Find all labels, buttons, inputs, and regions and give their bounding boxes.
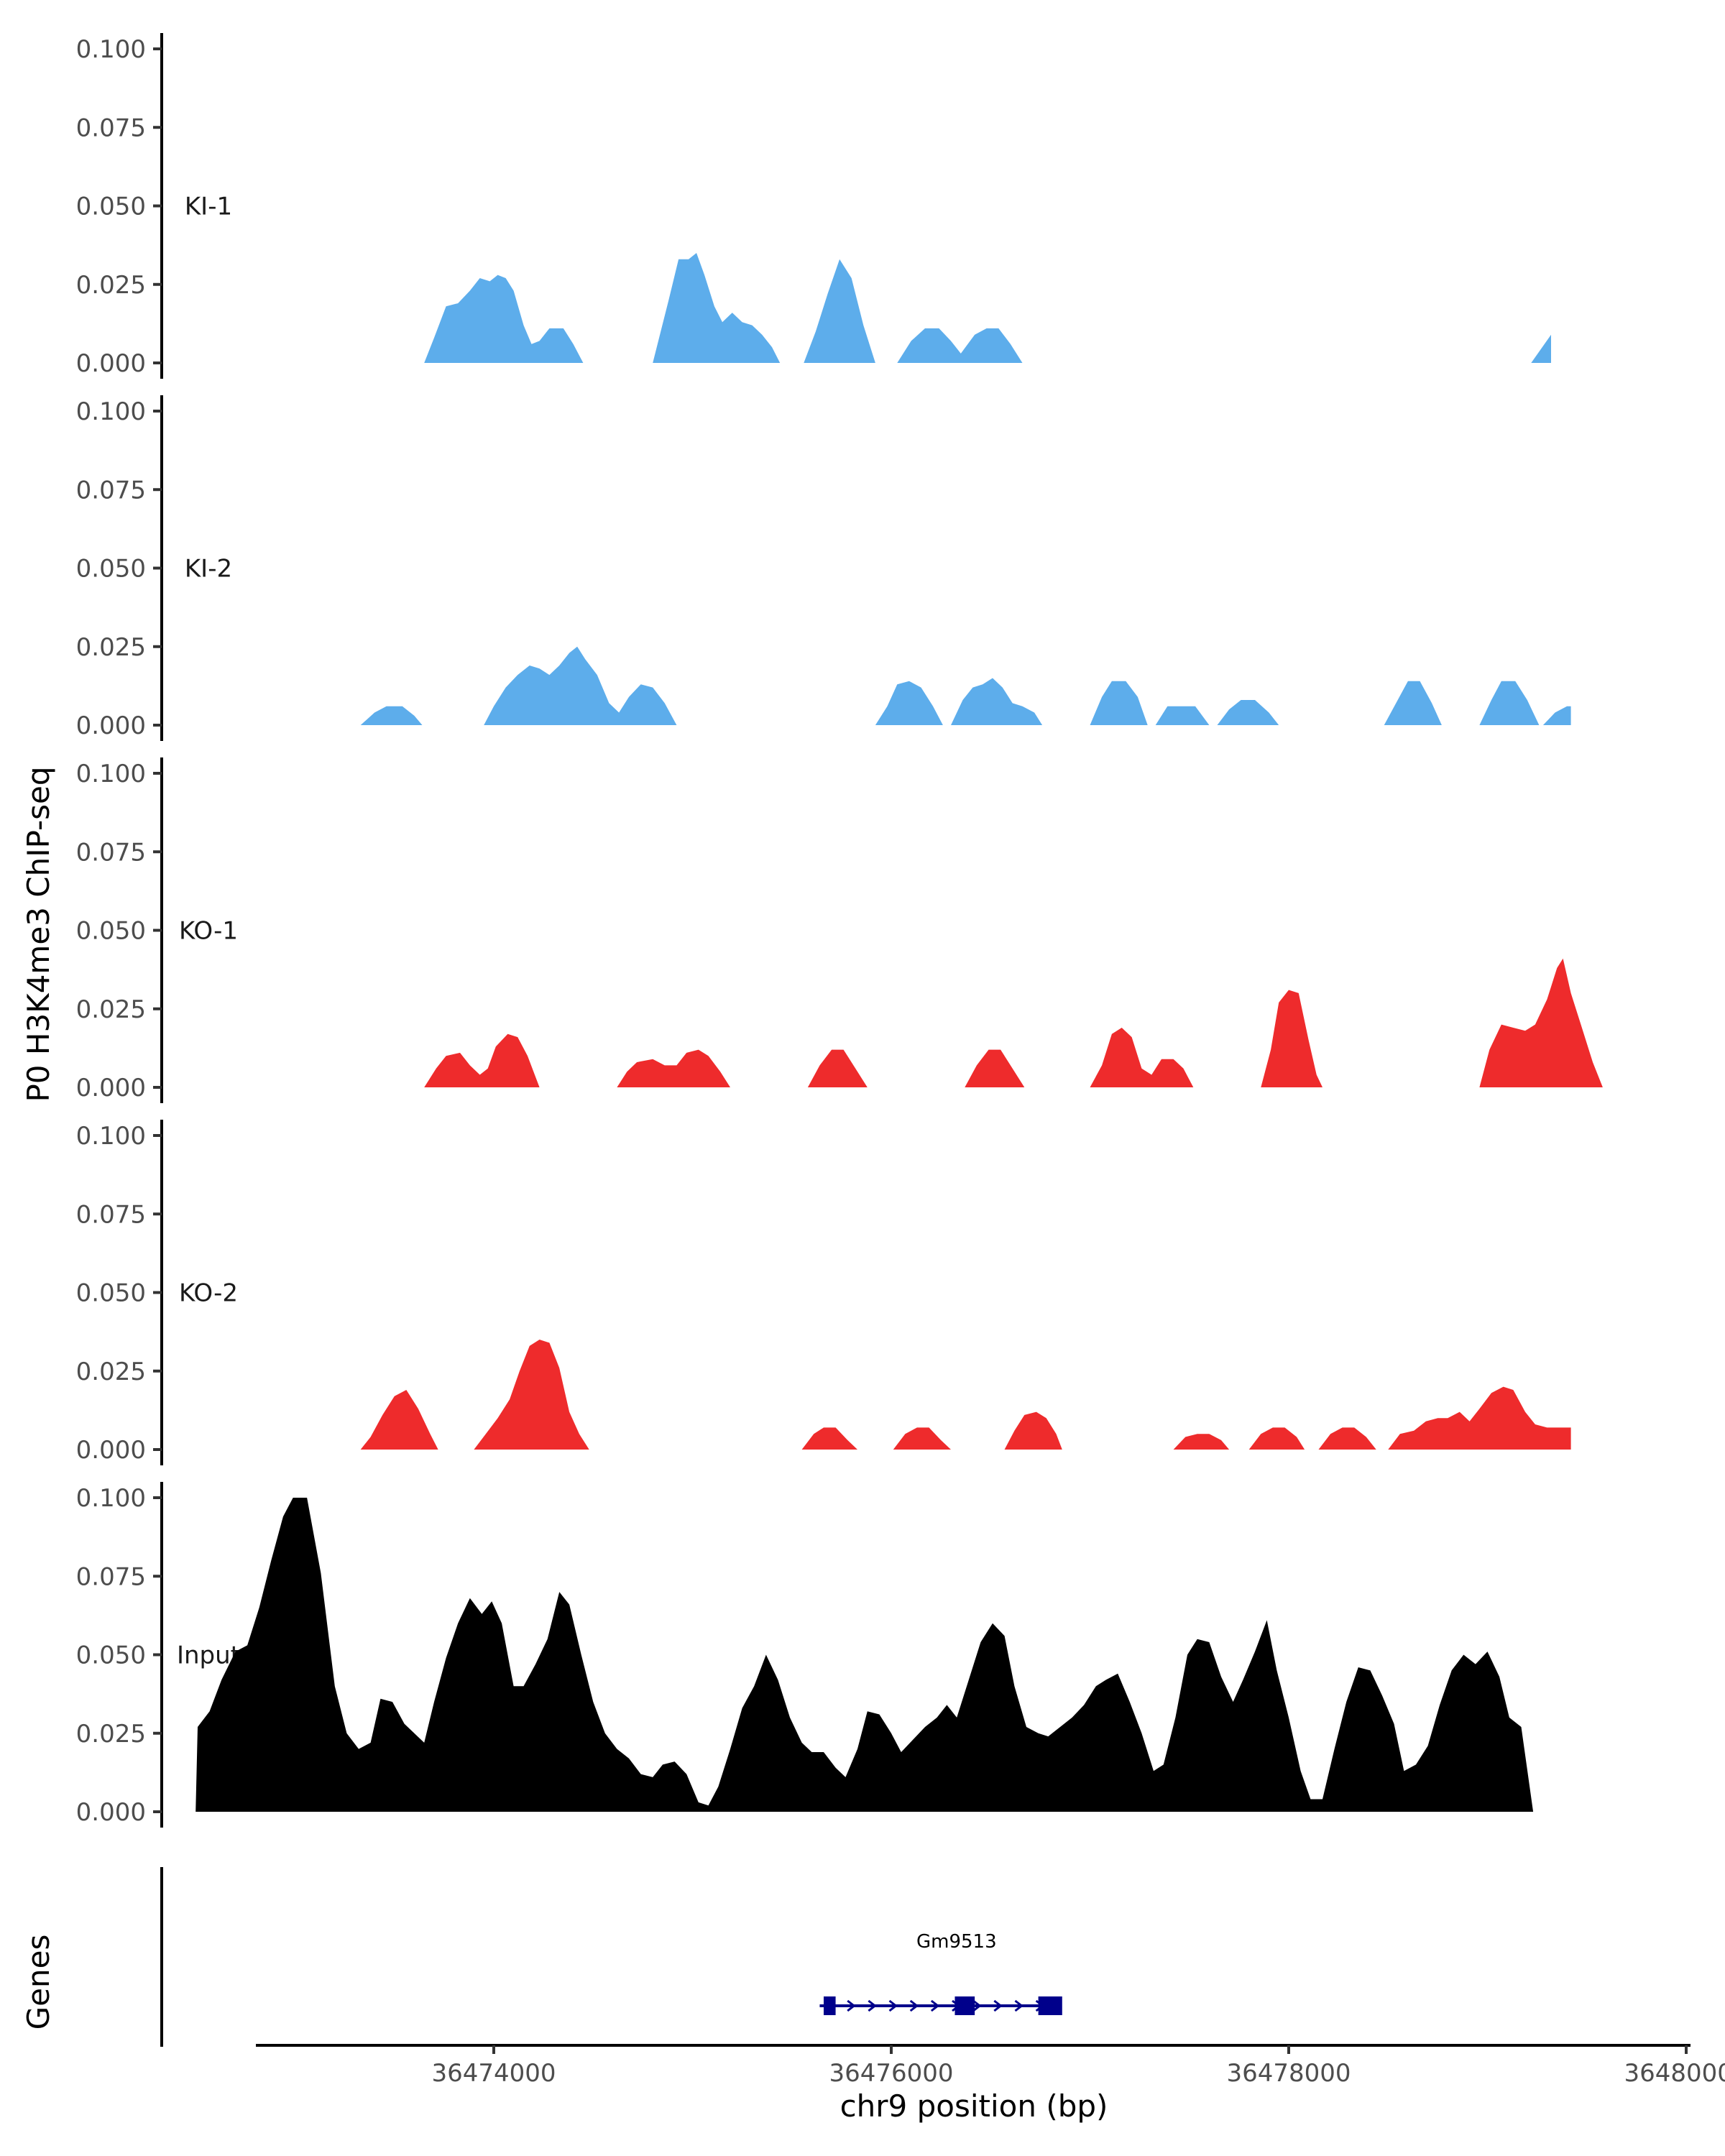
y-tick-label: 0.000 bbox=[76, 711, 146, 740]
y-tick-label: 0.075 bbox=[76, 476, 146, 505]
coverage-peak bbox=[1173, 1434, 1230, 1450]
coverage-peak bbox=[1248, 1427, 1305, 1450]
coverage-peak bbox=[1261, 990, 1322, 1087]
coverage-peak bbox=[1318, 1427, 1376, 1450]
y-tick-label: 0.100 bbox=[76, 35, 146, 64]
y-tick-label: 0.075 bbox=[76, 838, 146, 867]
coverage-peak bbox=[875, 681, 943, 725]
gene-gm9513: Gm9513 bbox=[819, 1931, 1062, 2015]
y-tick-label: 0.100 bbox=[76, 1484, 146, 1513]
x-tick-label: 36476000 bbox=[829, 2059, 953, 2088]
y-tick-label: 0.025 bbox=[76, 995, 146, 1024]
y-tick-label: 0.075 bbox=[76, 1562, 146, 1591]
strand-arrow bbox=[847, 1999, 856, 2012]
coverage-peak bbox=[897, 328, 1023, 363]
track-ko-2: 0.000 0.025 0.050 0.075 0.100 KO-2 bbox=[76, 1120, 1571, 1465]
x-axis-title: chr9 position (bp) bbox=[840, 2088, 1108, 2124]
coverage-peak bbox=[1388, 1386, 1571, 1450]
y-tick-label: 0.000 bbox=[76, 1074, 146, 1102]
y-axis-title: P0 H3K4me3 ChIP-seq bbox=[21, 766, 56, 1102]
strand-arrow bbox=[888, 1999, 898, 2012]
coverage-peak bbox=[360, 706, 423, 725]
y-tick-label: 0.025 bbox=[76, 271, 146, 300]
strand-arrow bbox=[930, 1999, 940, 2012]
y-tick-label: 0.075 bbox=[76, 114, 146, 142]
strand-arrow bbox=[993, 1999, 1003, 2012]
coverage-peak bbox=[474, 1340, 589, 1450]
coverage-peak bbox=[196, 1498, 1534, 1812]
coverage-peak bbox=[653, 253, 781, 363]
strand-arrow bbox=[1014, 1999, 1024, 2012]
track-label: KO-2 bbox=[179, 1279, 238, 1308]
track-label: KI-1 bbox=[185, 193, 232, 221]
y-tick-label: 0.025 bbox=[76, 1358, 146, 1386]
track-label: KO-1 bbox=[179, 917, 238, 946]
coverage-peak bbox=[1090, 1028, 1194, 1087]
track-ki-2: 0.000 0.025 0.050 0.075 0.100 KI-2 bbox=[76, 395, 1571, 741]
x-tick-label: 36478000 bbox=[1226, 2059, 1351, 2088]
gene-exon bbox=[1038, 1996, 1062, 2015]
track-ko-1: 0.000 0.025 0.050 0.075 0.100 KO-1 bbox=[76, 757, 1603, 1103]
y-tick-label: 0.050 bbox=[76, 193, 146, 221]
x-tick-label: 36480000 bbox=[1624, 2059, 1725, 2088]
y-tick-label: 0.075 bbox=[76, 1200, 146, 1229]
gene-exon bbox=[954, 1996, 975, 2015]
coverage-peak bbox=[1217, 700, 1279, 725]
y-tick-label: 0.050 bbox=[76, 1641, 146, 1670]
coverage-peak bbox=[1542, 706, 1571, 725]
coverage-peak bbox=[807, 1049, 868, 1087]
coverage-peak bbox=[1479, 681, 1540, 725]
coverage-peak bbox=[893, 1427, 951, 1450]
strand-arrow bbox=[909, 1999, 919, 2012]
coverage-peak bbox=[424, 1033, 540, 1087]
coverage-peak bbox=[1384, 681, 1442, 725]
y-tick-label: 0.100 bbox=[76, 760, 146, 788]
coverage-peak bbox=[804, 259, 875, 363]
y-tick-label: 0.050 bbox=[76, 917, 146, 946]
coverage-peak bbox=[965, 1049, 1025, 1087]
track-label: KI-2 bbox=[185, 555, 232, 584]
coverage-peak bbox=[801, 1427, 857, 1450]
coverage-peak bbox=[951, 678, 1043, 725]
y-tick-label: 0.100 bbox=[76, 1122, 146, 1151]
coverage-peak bbox=[1004, 1411, 1062, 1450]
y-tick-label: 0.000 bbox=[76, 1436, 146, 1465]
coverage-peak bbox=[1531, 334, 1551, 363]
x-tick-label: 36474000 bbox=[431, 2059, 556, 2088]
track-ki-1: 0.000 0.025 0.050 0.075 0.100 KI-1 bbox=[76, 33, 1551, 379]
gene-exon bbox=[823, 1996, 836, 2015]
gene-name-label: Gm9513 bbox=[916, 1931, 997, 1953]
y-tick-label: 0.025 bbox=[76, 1720, 146, 1749]
coverage-peak bbox=[617, 1049, 730, 1087]
genes-axis-title: Genes bbox=[21, 1935, 56, 2030]
y-tick-label: 0.025 bbox=[76, 633, 146, 662]
gene-panel: Gm9513 bbox=[160, 1867, 1062, 2047]
coverage-peak bbox=[484, 646, 677, 725]
y-tick-label: 0.050 bbox=[76, 1279, 146, 1308]
y-tick-label: 0.000 bbox=[76, 1798, 146, 1827]
strand-arrow bbox=[972, 1999, 982, 2012]
coverage-tracks: 0.0000.0250.0500.0750.100KI-10.0000.0250… bbox=[76, 33, 1603, 1828]
y-tick-label: 0.100 bbox=[76, 397, 146, 426]
y-tick-label: 0.050 bbox=[76, 555, 146, 584]
x-axis: 36474000 36476000 36478000 36480000 bbox=[256, 2044, 1725, 2088]
coverage-peak bbox=[1155, 706, 1210, 725]
coverage-peak bbox=[1090, 681, 1148, 725]
coverage-peak bbox=[1479, 958, 1603, 1087]
coverage-peak bbox=[424, 275, 584, 363]
strand-arrow bbox=[868, 1999, 877, 2012]
y-tick-label: 0.000 bbox=[76, 349, 146, 378]
coverage-peak bbox=[360, 1390, 438, 1450]
